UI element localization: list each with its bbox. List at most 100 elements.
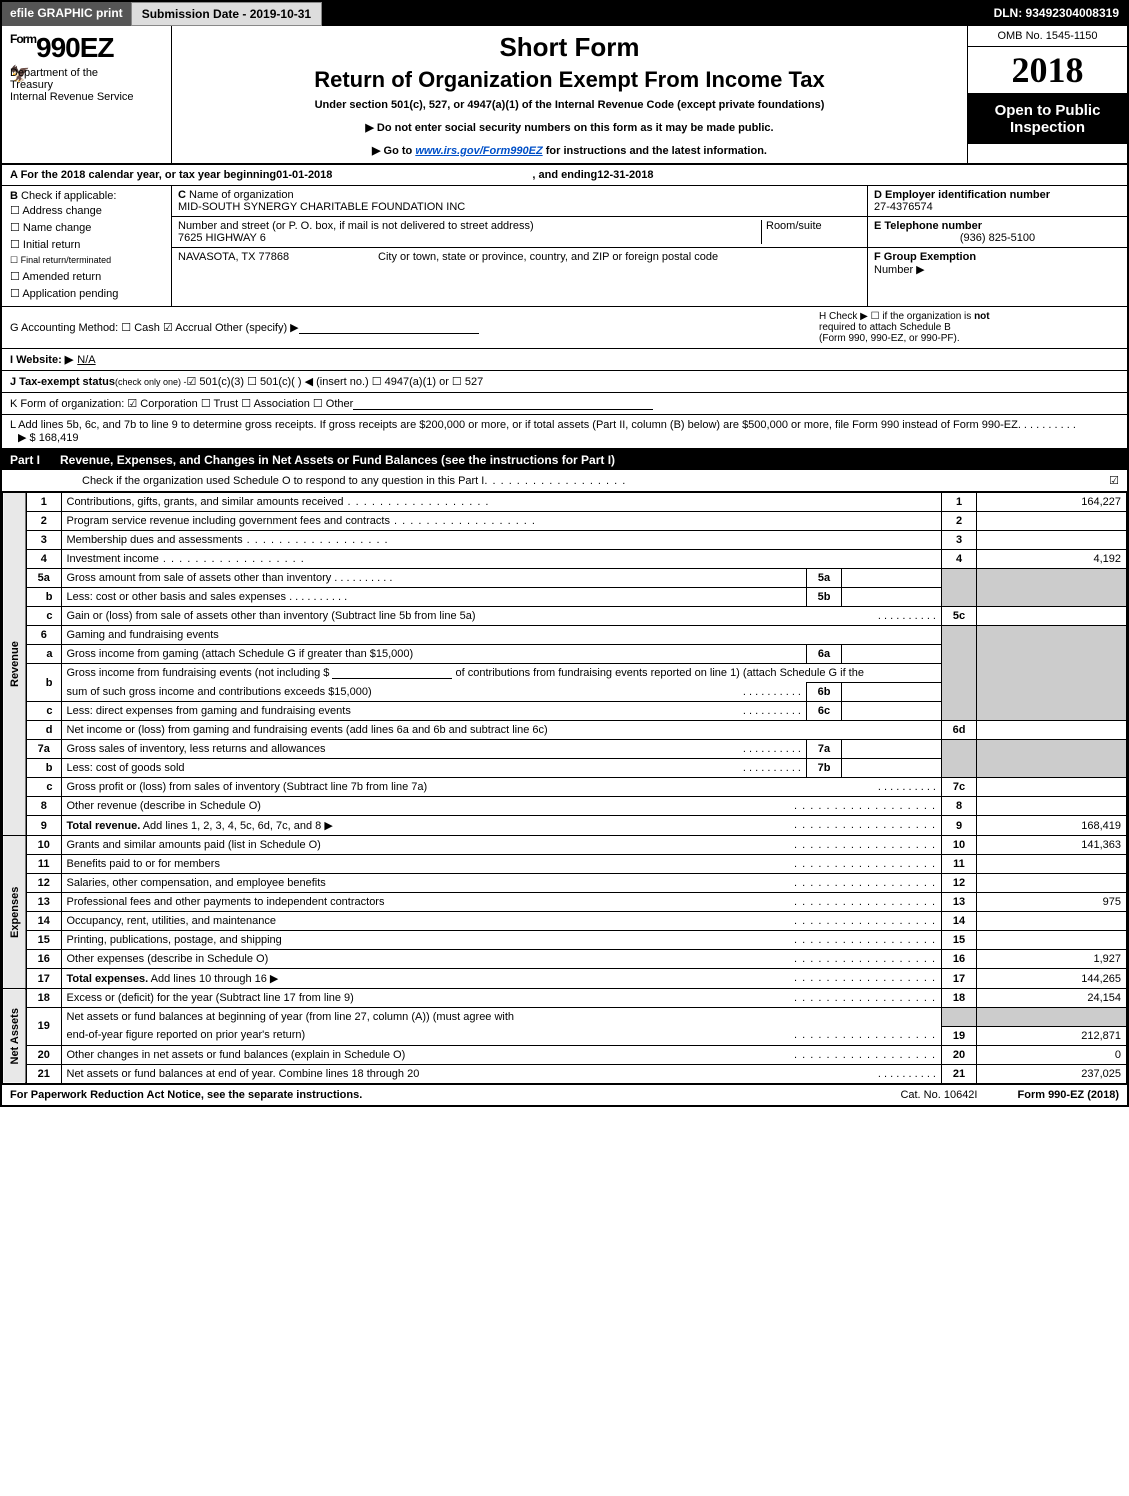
d-ein-label: D Employer identification number [874,189,1121,201]
l19-shade [942,1008,977,1027]
l6b-midn: 6b [807,683,842,702]
l1-desc: Contributions, gifts, grants, and simila… [67,496,344,508]
cb-application-pending[interactable]: Application pending [10,285,163,302]
l8-num: 8 [26,797,61,816]
irs-form-link[interactable]: www.irs.gov/Form990EZ [415,145,542,157]
l18-amt: 24,154 [977,989,1127,1008]
l6c-num: c [26,702,61,721]
l13-amt: 975 [977,893,1127,912]
l19-amt: 212,871 [977,1026,1127,1045]
l21-desc: Net assets or fund balances at end of ye… [67,1068,420,1080]
cb-name-change[interactable]: Name change [10,219,163,236]
part1-check-schedule-o: Check if the organization used Schedule … [2,470,1127,492]
l7b-num: b [26,759,61,778]
org-street: 7625 HIGHWAY 6 [178,232,761,244]
row-2: 2 Program service revenue including gove… [3,512,1127,531]
l17-ln: 17 [942,969,977,989]
row-13: 13 Professional fees and other payments … [3,893,1127,912]
open-public-1: Open to Public [972,102,1123,119]
l17-amt: 144,265 [977,969,1127,989]
c-label: C [178,189,186,201]
dept2: Treasury [10,79,160,91]
l6a-midn: 6a [807,645,842,664]
l5b-num: b [26,588,61,607]
l1-num: 1 [26,493,61,512]
row-7a: 7a Gross sales of inventory, less return… [3,740,1127,759]
part1-dots [484,475,626,487]
l7c-desc: Gross profit or (loss) from sales of inv… [67,781,428,793]
h-not: not [974,311,990,322]
l6c-midn: 6c [807,702,842,721]
dept-treasury-block: Department of the Treasury Internal Reve… [10,67,160,103]
l6b-num: b [26,664,61,702]
section-d-e-f: D Employer identification number 27-4376… [867,186,1127,306]
row-15: 15 Printing, publications, postage, and … [3,931,1127,950]
go-to-instructions: ▶ Go to www.irs.gov/Form990EZ for instru… [182,144,957,157]
pra-notice: For Paperwork Reduction Act Notice, see … [10,1089,362,1101]
cb-final-return[interactable]: Final return/terminated [10,253,163,268]
cb-address-change[interactable]: Address change [10,202,163,219]
addr-label: Number and street (or P. O. box, if mail… [178,220,761,232]
a-mid: , and ending [532,169,597,181]
dept1: Department of the [10,67,160,79]
l14-ln: 14 [942,912,977,931]
l4-amt: 4,192 [977,550,1127,569]
row-5c: c Gain or (loss) from sale of assets oth… [3,607,1127,626]
l11-num: 11 [26,855,61,874]
l12-num: 12 [26,874,61,893]
row-4: 4 Investment income 4 4,192 [3,550,1127,569]
part1-table: Revenue 1 Contributions, gifts, grants, … [2,492,1127,1084]
l20-ln: 20 [942,1045,977,1064]
cb-amended-return[interactable]: Amended return [10,268,163,285]
tax-year: 2018 [968,47,1127,94]
l10-amt: 141,363 [977,836,1127,855]
l2-ln: 2 [942,512,977,531]
g-accounting-method: G Accounting Method: ☐ Cash ☑ Accrual Ot… [10,321,299,334]
row-6d: d Net income or (loss) from gaming and f… [3,721,1127,740]
l-text: L Add lines 5b, 6c, and 7b to line 9 to … [10,419,1018,431]
l5c-num: c [26,607,61,626]
l19-ln: 19 [942,1026,977,1045]
l9-num: 9 [26,816,61,836]
c-name-label: Name of organization [189,189,294,201]
l17-num: 17 [26,969,61,989]
l7a-desc: Gross sales of inventory, less returns a… [67,743,326,755]
cb-initial-return[interactable]: Initial return [10,236,163,253]
efile-graphic-print-button[interactable]: efile GRAPHIC print [2,2,131,26]
l19-num: 19 [26,1008,61,1046]
l3-num: 3 [26,531,61,550]
l6-num: 6 [26,626,61,645]
i-label: I Website: ▶ [10,353,73,366]
l7c-amt [977,778,1127,797]
k-other-blank[interactable] [353,398,653,410]
l7a-num: 7a [26,740,61,759]
open-public-2: Inspection [972,119,1123,136]
l6a-midamt [842,645,942,664]
l20-desc: Other changes in net assets or fund bala… [67,1049,406,1061]
g-other-blank[interactable] [299,322,479,334]
l7-shade2 [977,740,1127,778]
h-pre: H Check ▶ ☐ if the organization is [819,311,974,322]
l2-amt [977,512,1127,531]
l6d-amt [977,721,1127,740]
cat-no: Cat. No. 10642I [900,1089,977,1101]
l21-ln: 21 [942,1064,977,1083]
row-14: 14 Occupancy, rent, utilities, and maint… [3,912,1127,931]
l20-amt: 0 [977,1045,1127,1064]
l7c-num: c [26,778,61,797]
l5c-desc: Gain or (loss) from sale of assets other… [67,610,476,622]
row-12: 12 Salaries, other compensation, and emp… [3,874,1127,893]
l12-ln: 12 [942,874,977,893]
row-1: Revenue 1 Contributions, gifts, grants, … [3,493,1127,512]
l16-ln: 16 [942,950,977,969]
l6b-blank[interactable] [332,667,452,679]
part1-checkbox[interactable]: ☑ [1109,474,1119,487]
d-ein-value: 27-4376574 [874,201,1121,213]
l18-num: 18 [26,989,61,1008]
header-right: OMB No. 1545-1150 2018 Open to Public In… [967,26,1127,163]
page-footer: For Paperwork Reduction Act Notice, see … [2,1084,1127,1105]
row-16: 16 Other expenses (describe in Schedule … [3,950,1127,969]
a-end-date: 12-31-2018 [597,169,653,181]
l4-num: 4 [26,550,61,569]
l8-amt [977,797,1127,816]
